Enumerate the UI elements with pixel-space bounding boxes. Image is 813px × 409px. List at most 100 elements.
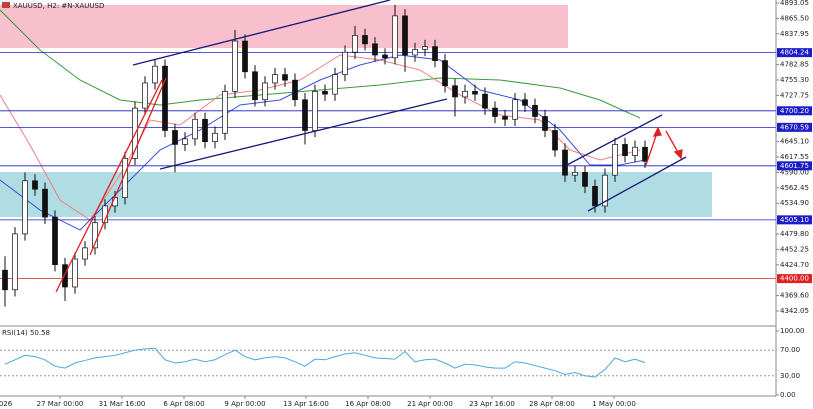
x-tick-label: 28 Apr 08:00 bbox=[529, 400, 575, 408]
candle-body bbox=[2, 269, 8, 291]
symbol-icon bbox=[2, 2, 10, 8]
candle-body bbox=[402, 15, 408, 56]
candle-body bbox=[422, 46, 428, 50]
x-tick-label: 16 Apr 08:00 bbox=[345, 400, 391, 408]
candle-body bbox=[142, 82, 148, 109]
candle-body bbox=[12, 233, 18, 291]
y-tick-label: 4782.85 bbox=[780, 61, 809, 69]
level-label: 4804.24 bbox=[780, 49, 809, 57]
candle-body bbox=[32, 180, 38, 190]
drawings bbox=[55, 0, 687, 293]
candle-body bbox=[572, 172, 578, 176]
moving-average bbox=[0, 9, 641, 119]
candle-body bbox=[542, 116, 548, 131]
y-tick-label: 4590.00 bbox=[780, 168, 809, 176]
candle-body bbox=[62, 264, 68, 288]
candle-body bbox=[472, 90, 478, 95]
candle-body bbox=[582, 172, 588, 187]
candle-body bbox=[342, 51, 348, 75]
x-tick-label: 9 Apr 00:00 bbox=[224, 400, 265, 408]
level-label: 4601.75 bbox=[780, 162, 809, 170]
candle-body bbox=[252, 71, 258, 101]
candle-body bbox=[362, 35, 368, 45]
level-label: 4670.59 bbox=[780, 123, 809, 131]
candle-body bbox=[332, 74, 338, 95]
level-label-box bbox=[777, 48, 812, 58]
candle-body bbox=[182, 138, 188, 145]
y-tick-label: 4342.05 bbox=[780, 307, 809, 315]
level-label-box bbox=[777, 274, 812, 284]
y-tick-label: 4562.45 bbox=[780, 184, 809, 192]
level-label: 4700.20 bbox=[780, 107, 809, 115]
x-tick-label: 13 Apr 16:00 bbox=[283, 400, 329, 408]
y-tick-label: 0.00 bbox=[780, 391, 796, 399]
candle-body bbox=[242, 40, 248, 73]
y-tick-label: 4424.70 bbox=[780, 261, 809, 269]
candle-body bbox=[382, 54, 388, 59]
channel-line bbox=[159, 98, 448, 170]
candle-body bbox=[442, 60, 448, 87]
rsi-line bbox=[4, 347, 646, 378]
x-tick-label: 1 May 00:00 bbox=[592, 400, 636, 408]
level-label-box bbox=[777, 215, 812, 225]
candle-body bbox=[322, 90, 328, 95]
level-label: 4400.00 bbox=[780, 275, 809, 283]
candle-body bbox=[632, 146, 638, 156]
level-label-box bbox=[777, 161, 812, 171]
y-tick-label: 4369.60 bbox=[780, 292, 809, 300]
candle-body bbox=[42, 188, 48, 218]
candle-body bbox=[602, 174, 608, 207]
candle-body bbox=[502, 116, 508, 120]
arrowhead bbox=[652, 126, 662, 137]
candle-body bbox=[612, 144, 618, 176]
candle-body bbox=[152, 65, 158, 84]
y-tick-label: 4645.10 bbox=[780, 138, 809, 146]
channel-line bbox=[132, 0, 391, 66]
trend-line bbox=[55, 79, 163, 293]
candle-body bbox=[82, 247, 88, 260]
candle-body bbox=[312, 90, 318, 131]
y-tick-label: 4755.30 bbox=[780, 76, 809, 84]
wedge-line bbox=[587, 156, 687, 212]
candle-body bbox=[592, 186, 598, 207]
rsi-panel: 100.00 70.00 30.00 0.00 bbox=[0, 327, 805, 399]
rsi-title: RSI(14) 50.58 bbox=[2, 329, 50, 337]
candle-body bbox=[452, 85, 458, 98]
candle-body bbox=[622, 144, 628, 156]
candle-body bbox=[532, 104, 538, 117]
trend-line bbox=[89, 77, 167, 256]
candle-body bbox=[642, 146, 648, 162]
candle-body bbox=[72, 258, 78, 288]
candle-body bbox=[562, 149, 568, 176]
y-tick-label: 4452.25 bbox=[780, 245, 809, 253]
candle-body bbox=[212, 132, 218, 142]
candle-body bbox=[432, 46, 438, 61]
candle-body bbox=[482, 93, 488, 109]
candle-body bbox=[552, 130, 558, 151]
candle-body bbox=[172, 130, 178, 145]
candle-body bbox=[522, 99, 528, 106]
candle-body bbox=[92, 222, 98, 249]
y-tick-label: 4617.55 bbox=[780, 153, 809, 161]
candle-body bbox=[462, 90, 468, 98]
candle-body bbox=[292, 79, 298, 101]
candle-body bbox=[272, 74, 278, 84]
candle-body bbox=[392, 15, 398, 59]
candle-body bbox=[372, 43, 378, 56]
x-tick-label: 31 Mar 16:00 bbox=[99, 400, 146, 408]
candle-body bbox=[232, 40, 238, 92]
y-tick-label: 4865.50 bbox=[780, 14, 809, 22]
candle-body bbox=[512, 99, 518, 120]
arrowhead bbox=[673, 149, 683, 160]
candle-body bbox=[412, 49, 418, 56]
y-tick-label: 4893.05 bbox=[780, 0, 809, 7]
y-tick-label: 100.00 bbox=[780, 327, 805, 335]
candle-body bbox=[52, 216, 58, 265]
y-tick-label: 30.00 bbox=[780, 372, 800, 380]
x-tick-label: 21 Apr 00:00 bbox=[407, 400, 453, 408]
candle-body bbox=[192, 118, 198, 140]
y-tick-label: 4727.75 bbox=[780, 91, 809, 99]
candle-body bbox=[492, 107, 498, 117]
